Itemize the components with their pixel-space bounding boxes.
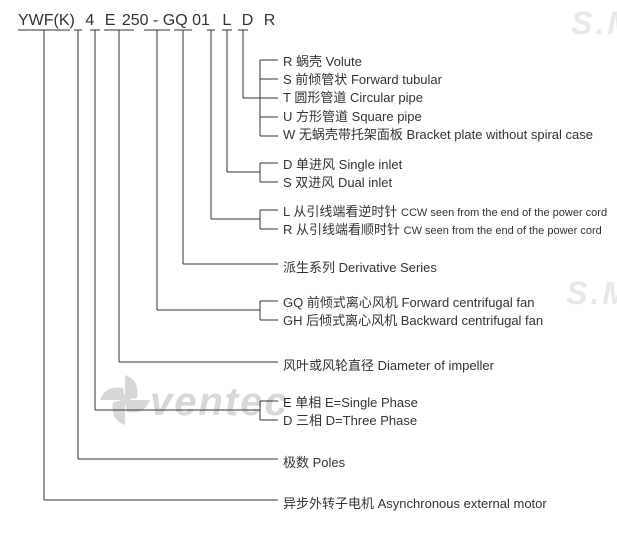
connector-lines (0, 0, 617, 533)
diagram-container: YWF(K) 4 E 250 - GQ 01 L D R (0, 0, 617, 533)
